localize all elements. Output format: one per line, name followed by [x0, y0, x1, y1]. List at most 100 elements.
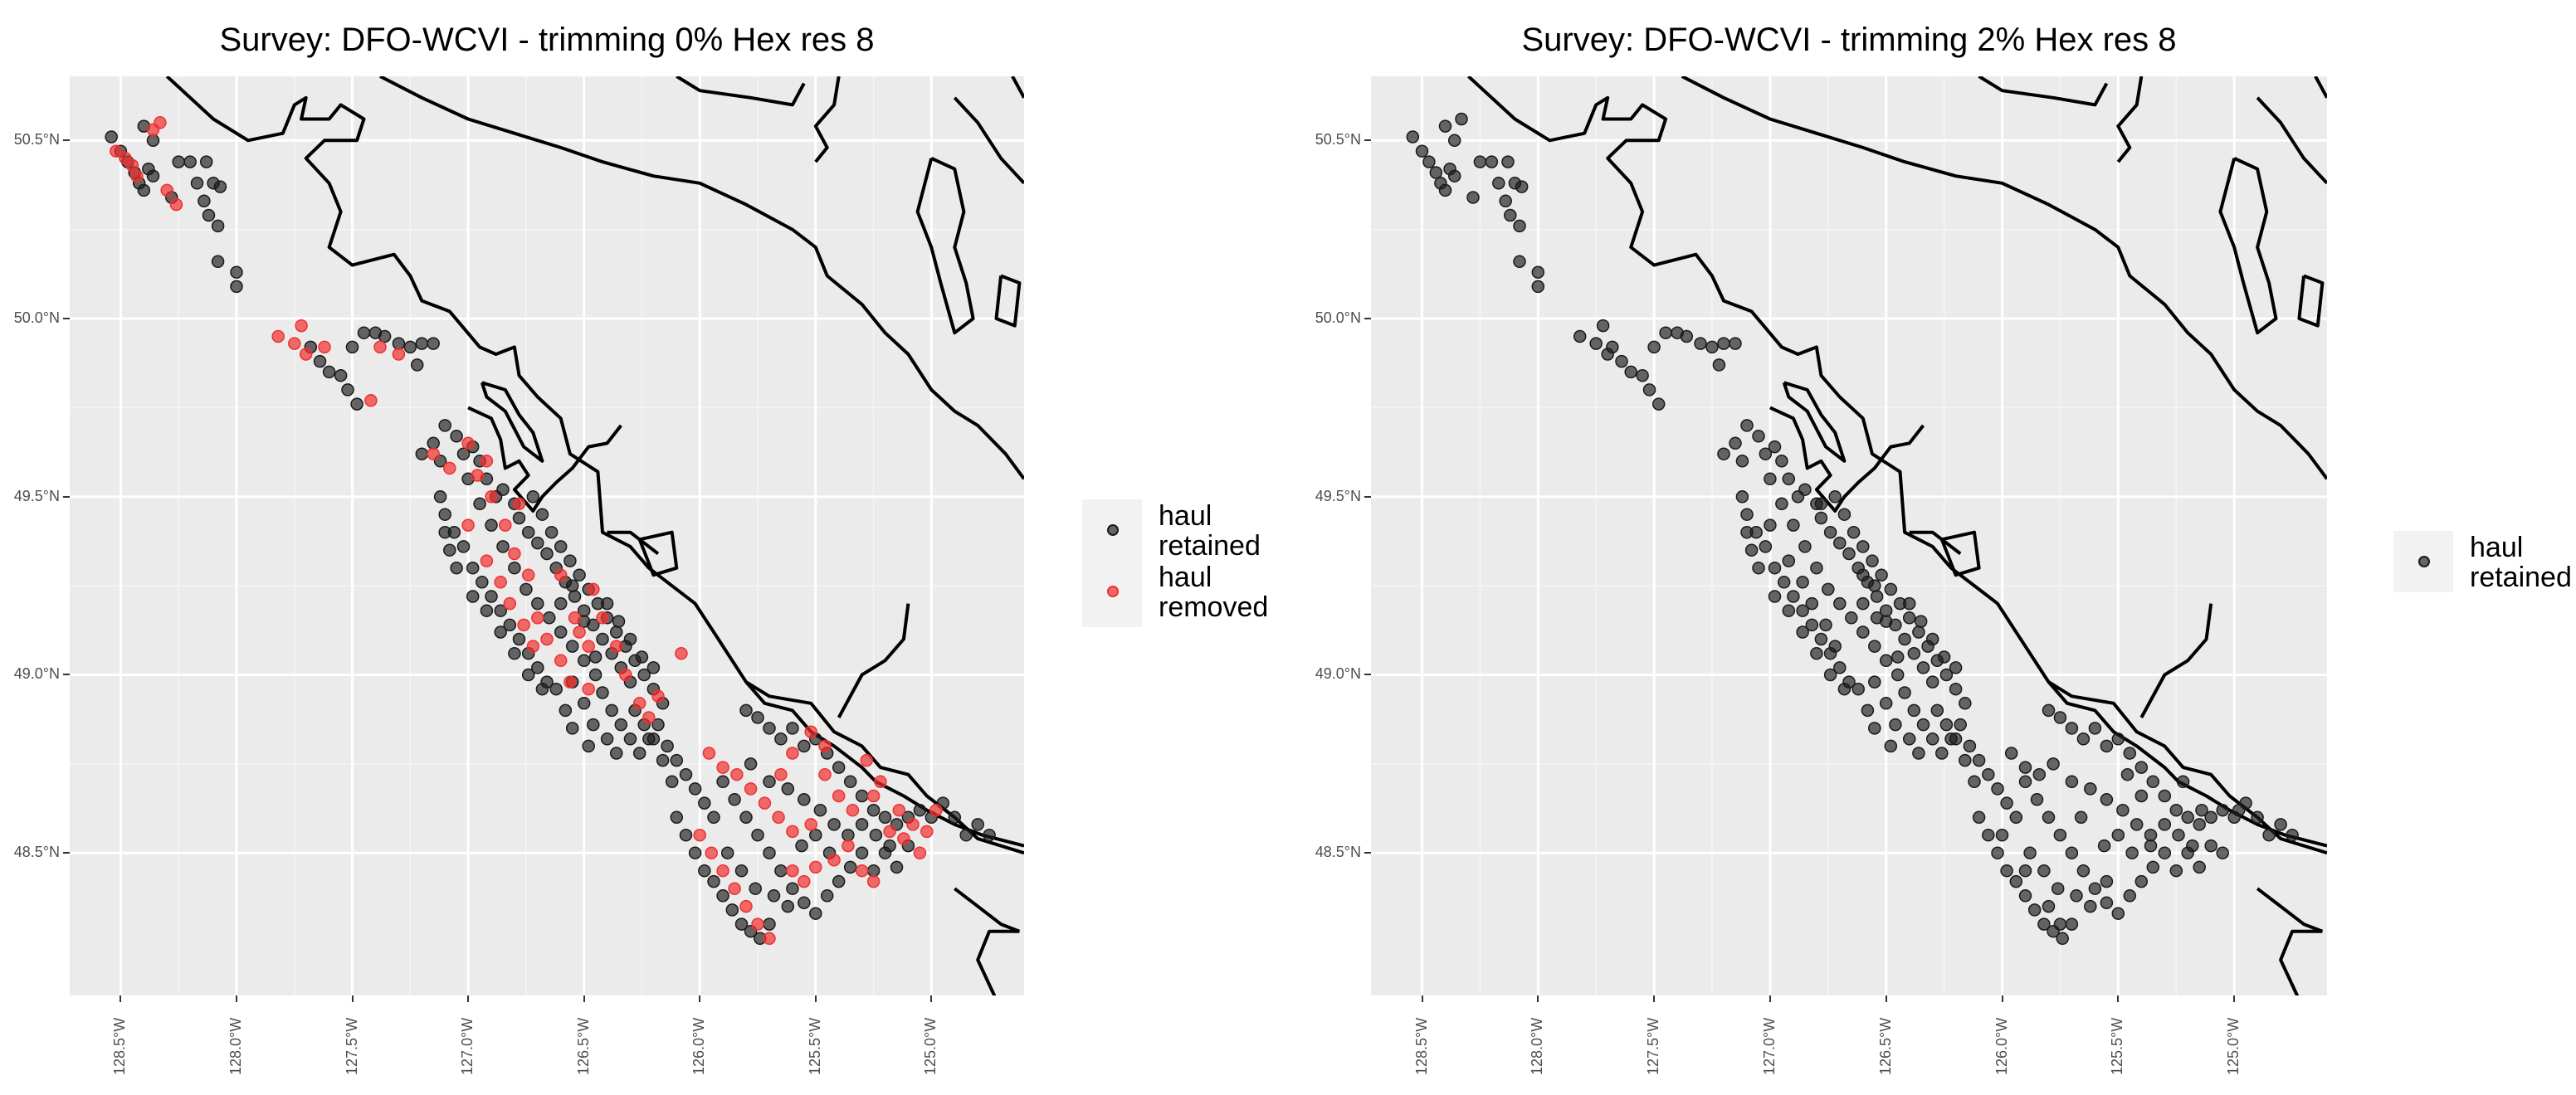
haul-retained-point: [1759, 447, 1773, 460]
haul-removed-point: [728, 882, 741, 895]
haul-removed-point: [461, 436, 475, 450]
haul-retained-point: [2042, 899, 2056, 913]
haul-removed-point: [619, 668, 632, 682]
haul-retained-point: [2146, 775, 2160, 789]
haul-retained-point: [2158, 818, 2172, 831]
haul-removed-point: [299, 348, 313, 361]
haul-removed-point: [730, 767, 744, 781]
haul-retained-point: [679, 767, 693, 781]
y-tick-label: 50.0°N: [13, 309, 60, 327]
x-tick-label: 128.0°W: [1529, 1017, 1546, 1075]
haul-removed-point: [169, 197, 183, 212]
coastline: [1467, 76, 2327, 995]
coastline-segment: [994, 274, 1022, 328]
haul-removed-point: [874, 775, 887, 789]
haul-retained-point: [1466, 191, 1480, 204]
haul-retained-point: [2084, 782, 2097, 796]
haul-retained-point: [781, 782, 795, 796]
haul-retained-point: [843, 775, 857, 789]
legend-dot-icon: [1107, 586, 1119, 597]
haul-retained-point: [614, 718, 628, 732]
haul-retained-point: [1513, 255, 1526, 269]
haul-removed-point: [774, 767, 788, 781]
haul-retained-point: [1680, 329, 1694, 343]
y-tick-mark: [1364, 495, 1371, 498]
haul-removed-point: [582, 640, 595, 653]
coastline-segment: [607, 530, 660, 556]
y-tick-label: 50.5°N: [1315, 131, 1361, 148]
haul-retained-point: [1856, 596, 1870, 611]
haul-removed-point: [461, 518, 475, 532]
grid-lines: [70, 76, 1024, 995]
haul-retained-point: [1787, 590, 1800, 603]
haul-retained-point: [1752, 561, 1765, 575]
haul-retained-point: [588, 668, 603, 682]
x-tick-label: 127.0°W: [1760, 1017, 1778, 1075]
haul-retained-point: [763, 846, 776, 859]
haul-removed-point: [110, 144, 123, 158]
haul-retained-point: [1499, 194, 1512, 208]
y-tick-mark: [1364, 674, 1371, 676]
haul-retained-point: [1752, 430, 1765, 443]
x-tick-mark: [1769, 995, 1771, 1002]
haul-retained-point: [1856, 568, 1870, 582]
haul-retained-point: [600, 732, 614, 746]
haul-retained-point: [679, 828, 693, 842]
haul-retained-point: [2070, 889, 2083, 903]
haul-removed-point: [443, 461, 456, 475]
haul-retained-point: [2204, 810, 2217, 825]
coastline-segment: [676, 76, 806, 107]
haul-retained-point: [494, 604, 507, 617]
legend-dot-icon: [2418, 556, 2430, 567]
haul-retained-point: [1935, 747, 1949, 760]
haul-retained-point: [609, 747, 623, 760]
haul-retained-point: [1868, 675, 1881, 689]
coastline-segment: [837, 603, 910, 718]
haul-retained-point: [2216, 846, 2229, 859]
haul-retained-point: [2134, 874, 2149, 888]
haul-retained-point: [1615, 354, 1628, 368]
haul-retained-point: [809, 828, 822, 842]
haul-retained-point: [866, 803, 881, 817]
haul-retained-point: [1759, 540, 1773, 553]
haul-retained-point: [2037, 917, 2051, 931]
y-tick-mark: [1364, 139, 1371, 142]
haul-retained-point: [2158, 846, 2172, 859]
haul-retained-point: [1856, 625, 1870, 639]
y-tick-mark: [63, 674, 70, 676]
haul-retained-point: [1768, 561, 1782, 575]
haul-retained-point: [1729, 436, 1742, 450]
x-tick-label: 126.0°W: [690, 1017, 708, 1075]
haul-retained-point: [2146, 860, 2160, 874]
haul-retained-point: [531, 661, 544, 674]
haul-retained-point: [568, 590, 582, 603]
haul-retained-point: [334, 368, 348, 382]
coastline-segment: [2116, 76, 2144, 163]
haul-removed-point: [554, 568, 568, 582]
x-tick-label: 126.0°W: [1993, 1017, 2010, 1075]
y-tick-label: 50.0°N: [1315, 309, 1361, 327]
haul-retained-point: [211, 255, 225, 269]
haul-retained-point: [1868, 722, 1881, 735]
haul-retained-point: [855, 789, 869, 803]
haul-removed-point: [521, 568, 535, 582]
haul-removed-point: [883, 825, 896, 839]
haul-retained-point: [2042, 703, 2056, 718]
haul-retained-point: [2134, 789, 2149, 803]
haul-retained-point: [146, 169, 160, 182]
haul-retained-point: [535, 682, 549, 696]
haul-removed-point: [480, 554, 494, 567]
y-tick-label: 49.5°N: [1315, 487, 1361, 504]
haul-points: [1406, 112, 2299, 946]
haul-retained-point: [588, 650, 603, 664]
haul-retained-point: [1991, 846, 2004, 859]
haul-retained-point: [751, 828, 764, 842]
haul-removed-point: [716, 761, 729, 774]
haul-retained-point: [1972, 753, 1986, 767]
haul-retained-point: [670, 753, 684, 767]
plot-area: [1371, 76, 2327, 995]
haul-points: [105, 116, 996, 946]
haul-retained-point: [1884, 582, 1898, 596]
haul-removed-point: [587, 582, 600, 596]
haul-retained-point: [476, 576, 489, 589]
